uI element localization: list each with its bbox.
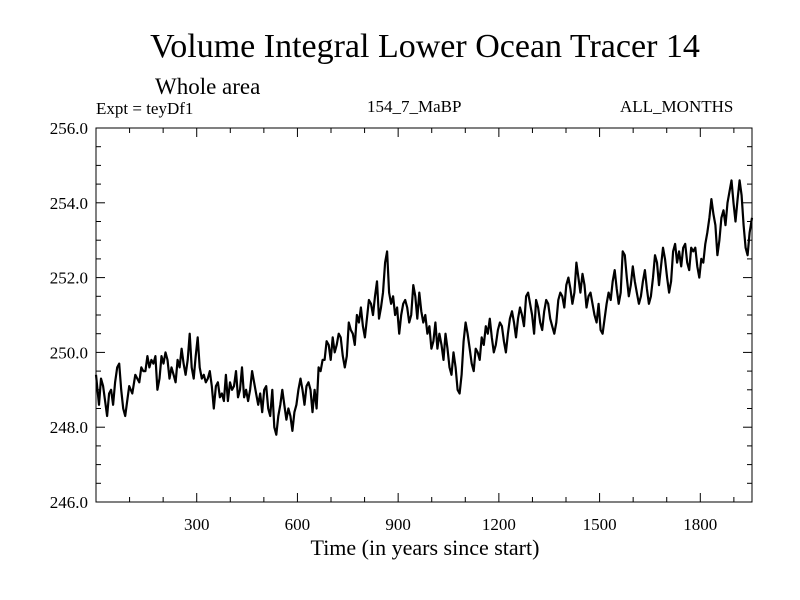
chart-subtitle: Whole area <box>155 74 261 99</box>
x-tick-label: 300 <box>184 515 210 534</box>
experiment-label: Expt = teyDf1 <box>96 99 194 118</box>
y-tick-label: 254.0 <box>50 194 88 213</box>
y-tick-label: 256.0 <box>50 119 88 138</box>
months-label: ALL_MONTHS <box>620 97 734 116</box>
x-axis-label: Time (in years since start) <box>310 535 540 560</box>
x-tick-label: 600 <box>285 515 311 534</box>
y-tick-label: 250.0 <box>50 343 88 362</box>
series-line <box>94 179 754 436</box>
chart-title: Volume Integral Lower Ocean Tracer 14 <box>150 28 700 65</box>
plot-frame <box>95 127 753 503</box>
y-tick-label: 252.0 <box>50 269 88 288</box>
x-tick-label: 900 <box>385 515 411 534</box>
run-label: 154_7_MaBP <box>367 97 462 116</box>
x-tick-label: 1200 <box>482 515 516 534</box>
x-tick-label: 1800 <box>683 515 717 534</box>
y-tick-label: 246.0 <box>50 493 88 512</box>
x-tick-label: 1500 <box>583 515 617 534</box>
y-tick-label: 248.0 <box>50 418 88 437</box>
